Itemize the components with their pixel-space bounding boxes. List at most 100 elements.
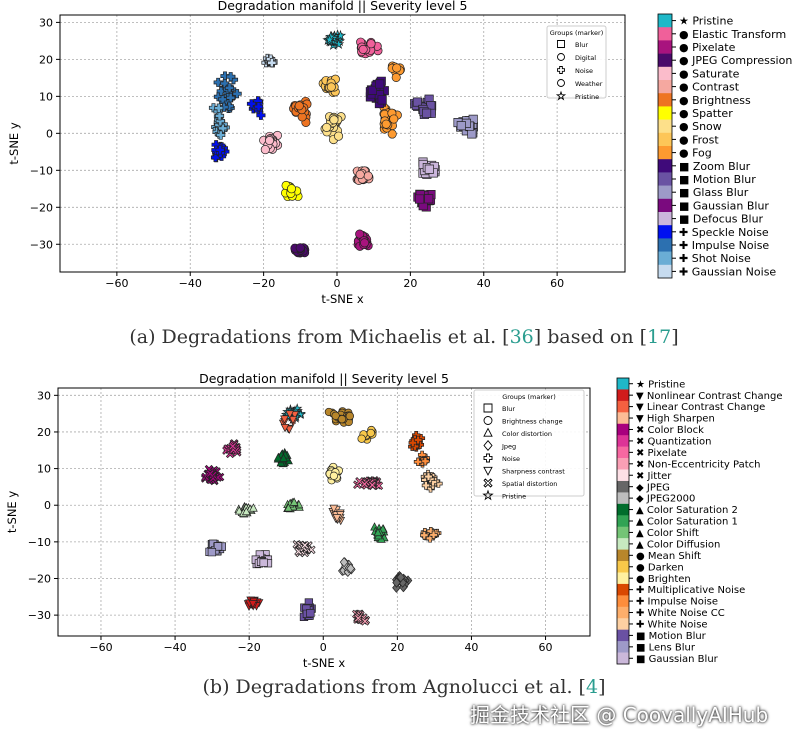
colorbar-swatch [617, 492, 629, 505]
scatter-point [329, 115, 339, 125]
legend-entry-label: Pristine [575, 93, 599, 101]
scatter-point [326, 82, 336, 92]
colorbar-label: ■ Gaussian Blur [636, 654, 719, 665]
colorbar-swatch [658, 80, 672, 94]
legend-marker-icon [483, 466, 493, 476]
scatter-point [267, 58, 277, 68]
colorbar-label: ✖ Pixelate [636, 448, 687, 459]
colorbar-swatch [617, 515, 629, 528]
tick-label-x: −60 [105, 277, 128, 290]
tick-label-y: 30 [39, 16, 53, 29]
legend-entry-label: Blur [575, 41, 588, 49]
tick-label-x: 60 [539, 641, 553, 654]
y-axis-label: t-SNE y [5, 491, 19, 533]
colorbar-label: ■ Lens Blur [636, 642, 696, 653]
colorbar-label: ■ Zoom Blur [679, 160, 751, 173]
colorbar-swatch [617, 641, 629, 653]
colorbar-swatch [658, 225, 672, 239]
legend-title: Groups (marker) [550, 29, 604, 37]
citation-link[interactable]: 17 [647, 326, 672, 348]
citation-link[interactable]: 36 [509, 326, 534, 348]
scatter-point [391, 72, 401, 82]
chart-title: Degradation manifold || Severity level 5 [218, 0, 468, 13]
colorbar-swatch [617, 480, 629, 493]
colorbar-label: ▲ Color Shift [636, 528, 699, 539]
colorbar-swatch [658, 14, 672, 28]
scatter-point [334, 29, 347, 41]
x-axis-label: t-SNE x [303, 656, 345, 670]
tick-label-y: −20 [28, 572, 51, 585]
colorbar-label: ✚ Speckle Noise [679, 226, 769, 239]
colorbar-swatch [617, 538, 629, 550]
legend-entry-label: Color distortion [502, 430, 552, 438]
scatter-point [413, 457, 423, 466]
legend-marker-icon [483, 403, 493, 413]
scatter-point [334, 131, 344, 141]
scatter-point [339, 557, 349, 568]
scatter-point [256, 110, 266, 120]
scatter-point [226, 93, 236, 103]
colorbar-label: ● Spatter [679, 107, 733, 120]
colorbar-label: ■ Motion Blur [679, 173, 756, 186]
citation-link[interactable]: 4 [585, 676, 599, 698]
watermark: 掘金技术社区 @ CoovallyAIHub [470, 703, 769, 727]
caption-a-suffix: ] [671, 326, 679, 348]
caption-a-text: (a) Degradations from Michaelis et al. [ [129, 326, 510, 348]
scatter-points [200, 403, 443, 626]
tick-label-y: 20 [39, 53, 53, 66]
colorbar-label: ✚ Multiplicative Noise [636, 585, 745, 596]
scatter-point [216, 130, 226, 140]
colorbar-label: ◆ JPEG [636, 482, 670, 493]
colorbar-swatch [617, 572, 629, 585]
scatter-point [288, 416, 298, 425]
scatter-point [358, 44, 368, 54]
scatter-point [331, 411, 340, 420]
scatter-point [215, 116, 225, 126]
scatter-point [249, 503, 258, 512]
scatter-point [392, 63, 402, 73]
colorbar-swatch [658, 119, 672, 134]
legend-entry-label: Brightness change [502, 418, 563, 426]
scatter-point [218, 123, 228, 133]
colorbar-swatch [617, 423, 629, 436]
tick-label-x: −40 [163, 641, 186, 654]
legend-marker-icon [555, 90, 567, 101]
scatter-point [359, 238, 370, 248]
scatter-point [241, 506, 251, 516]
scatter-point [392, 577, 401, 588]
scatter-point [363, 171, 373, 181]
tick-label-x: −60 [89, 641, 112, 654]
scatter-point [264, 136, 275, 146]
colorbar-label: ▲ Color Saturation 2 [636, 505, 738, 516]
scatter-point [280, 423, 290, 433]
scatter-point [207, 548, 217, 557]
colorbar-label: ● Elastic Transform [679, 28, 786, 41]
scatter-point [355, 229, 365, 239]
scatter-point [205, 469, 215, 478]
tick-label-x: −20 [252, 277, 275, 290]
tick-label-y: −30 [30, 238, 53, 251]
scatter-point [337, 415, 347, 424]
scatter-point [421, 481, 431, 490]
scatter-point [248, 600, 258, 609]
marker-legend: Groups (marker) Blur Digital Noise Weather Pr… [546, 25, 607, 101]
colorbar-label: ● Contrast [679, 81, 740, 94]
scatter-point [228, 441, 238, 451]
colorbar-label: ✖ Quantization [636, 437, 711, 448]
legend-entry-label: Noise [575, 67, 593, 75]
scatter-point [424, 194, 434, 204]
colorbar-label: ✖ Color Block [636, 425, 704, 436]
scatter-point [415, 194, 425, 204]
colorbar-label: ● Mean Shift [636, 551, 701, 562]
plot-frame [59, 14, 626, 273]
colorbar-label: ▲ Color Saturation 1 [636, 517, 738, 528]
colorbar-label: ● Frost [679, 133, 719, 146]
scatter-point [224, 83, 235, 93]
scatter-point [367, 85, 377, 95]
colorbar-swatch [658, 264, 672, 279]
colorbar-label: ✚ White Noise CC [636, 608, 725, 619]
colorbar-swatch [617, 446, 629, 459]
scatter-point [259, 558, 268, 567]
scatter-point [213, 542, 223, 551]
colorbar-label: ● Saturate [679, 67, 740, 80]
